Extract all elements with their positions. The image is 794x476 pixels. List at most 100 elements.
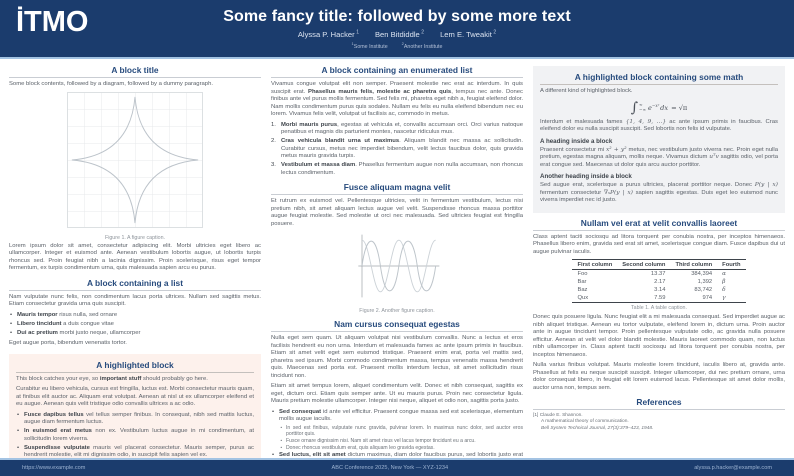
paragraph: Some block contents, followed by a diagr… <box>9 81 213 87</box>
title-rule <box>271 77 523 78</box>
highlighted-block: A highlighted block This block catches y… <box>9 353 261 459</box>
header: İTMO Some fancy title: followed by some … <box>0 0 794 57</box>
institute: 1Some Institute <box>351 41 388 50</box>
column-header: Third column <box>670 259 718 270</box>
institutes-line: 1Some Institute 2Another Institute <box>223 41 571 50</box>
footer-conference: ABC Conference 2025, New York — XYZ-1234 <box>331 465 449 471</box>
footer-separator <box>0 458 794 460</box>
list-item: Sed consequat id ante vel efficitur. Pra… <box>271 409 523 451</box>
author: Alyssa P. Hacker 1 <box>297 29 359 39</box>
author: Lem E. Tweakit 2 <box>440 29 497 39</box>
column-2: A block containing an enumerated list Vi… <box>271 60 523 458</box>
block-table: Nullam vel erat at velit convallis laore… <box>533 218 785 393</box>
nested-bullet-list: In sed est finibus, vulputate nunc gravi… <box>279 425 524 451</box>
bullet-list: Mauris tempor risus nulla, sed ornare Li… <box>9 312 261 338</box>
paragraph: This block catches your eye, so importan… <box>16 375 208 382</box>
reference-entry: [1] Claude E. Shannon. A mathematical th… <box>533 413 785 432</box>
column-header: First column <box>572 259 618 270</box>
equation-result: = √π <box>671 103 688 112</box>
title-rule <box>540 84 778 85</box>
paragraph: Donec quis posuere ligula. Nunc feugiat … <box>533 314 785 358</box>
table-header-row: First column Second column Third column … <box>572 259 746 270</box>
poster-title: Some fancy title: followed by some more … <box>223 8 571 26</box>
integral-limits: ∞ −∞ <box>639 101 647 112</box>
integrand: e−x² dx <box>648 102 669 113</box>
list-item: Suspendisse vulputate mauris vel placera… <box>16 445 254 459</box>
institute: 2Another Institute <box>401 41 443 50</box>
itmo-logo: İTMO <box>16 6 89 38</box>
block-enumerated-list: A block containing an enumerated list Vi… <box>271 65 523 177</box>
block-a-block-title: A block title Some block contents, follo… <box>9 65 261 273</box>
block-heading: A heading inside a block <box>540 137 613 145</box>
column-header: Second column <box>617 259 671 270</box>
reference-label: [1] <box>533 413 539 418</box>
block-title: References <box>636 397 682 407</box>
display-equation: ∫ ∞ −∞ e−x² dx = √π <box>540 101 778 115</box>
footer-email: alyssa.p.hacker@example.com <box>694 465 772 471</box>
data-table: First column Second column Third column … <box>572 259 746 303</box>
block-references: References [1] Claude E. Shannon. A math… <box>533 397 785 432</box>
bullet-list: Fusce dapibus tellus vel tellus semper f… <box>16 412 254 459</box>
paragraph: Nam vulputate nunc felis, non condimentu… <box>9 293 261 308</box>
table-row: Qux 7.59 974 γ <box>572 294 746 303</box>
enumerated-list: Morbi mauris purus, egestas at vehicula … <box>271 122 523 178</box>
paragraph: Vivamus congue volutpat elit non semper.… <box>271 81 523 117</box>
integral-sign: ∫ <box>630 99 639 116</box>
header-center: Some fancy title: followed by some more … <box>223 7 571 50</box>
reference-journal: Bell System Technical Journal, 27(3):379… <box>541 425 654 431</box>
highlighted-math-block: A highlighted block containing some math… <box>533 66 785 213</box>
block-nam-cursus: Nam cursus consequat egestas Nulla eget … <box>271 319 523 458</box>
title-rule <box>533 229 785 231</box>
paragraph: Curabitur eu libero vehicula, cursus est… <box>16 386 254 407</box>
paragraph: Et rutrum ex euismod vel. Pellentesque u… <box>271 198 523 227</box>
paragraph: Interdum et malesuada fames {1, 4, 9, …}… <box>540 118 778 133</box>
column-1: A block title Some block contents, follo… <box>9 60 261 458</box>
header-separator <box>0 57 794 59</box>
sine-plot-figure <box>358 234 440 298</box>
paragraph: A different kind of highlighted block. <box>540 88 633 94</box>
reference-title: A mathematical theory of communication. <box>541 419 629 425</box>
block-title: Fusce aliquam magna velit <box>343 182 451 192</box>
list-item: Sed luctus, elit sit amet dictum maximus… <box>271 452 523 458</box>
block-containing-a-list: A block containing a list Nam vulputate … <box>9 278 261 348</box>
list-item: Fusce dapibus tellus vel tellus semper f… <box>16 412 254 427</box>
block-title: A highlighted block containing some math <box>574 72 744 82</box>
column-header: Fourth <box>717 259 746 270</box>
title-rule <box>533 409 785 410</box>
title-rule <box>9 77 261 78</box>
list-item: In euismod erat metus non ex. Vestibulum… <box>16 428 254 443</box>
figure-caption: Figure 1. A figure caption. <box>104 234 166 241</box>
block-title: A block containing an enumerated list <box>321 65 473 75</box>
paragraph: Nulla varius finibus volutpat. Mauris mo… <box>533 362 785 391</box>
footer: https://www.example.com ABC Conference 2… <box>0 460 794 476</box>
title-rule <box>9 289 261 291</box>
paragraph: Eget augue porta, bibendum venenatis tor… <box>9 340 127 346</box>
list-item: Libero tincidunt a duis congue vitae <box>9 321 261 329</box>
authors-line: Alyssa P. Hacker 1 Ben Bitdiddle 2 Lem E. … <box>223 29 571 39</box>
title-rule <box>271 194 523 195</box>
title-rule <box>16 371 254 373</box>
figure-2: Figure 2. Another figure caption. <box>271 231 523 314</box>
list-item: Vestibulum et massa diam. Phasellus ferm… <box>271 162 523 176</box>
list-item: Morbi mauris purus, egestas at vehicula … <box>271 121 523 136</box>
block-heading: Another heading inside a block <box>540 173 632 180</box>
reference-authors: Claude E. Shannon. <box>539 413 583 418</box>
block-title: A block title <box>111 65 159 75</box>
author: Ben Bitdiddle 2 <box>374 29 425 39</box>
paragraph: Lorem ipsum dolor sit amet, consectetur … <box>9 242 261 272</box>
block-title: A highlighted block <box>96 359 174 370</box>
paragraph: Class aptent taciti sociosqu ad litora t… <box>533 233 785 255</box>
table-row: Foo 13.37 384,394 α <box>577 271 727 277</box>
footer-url: https://www.example.com <box>22 465 86 471</box>
sub-list-item: Donec rhoncus vestibulum erat, quis aliq… <box>279 445 523 451</box>
column-3: A highlighted block containing some math… <box>533 60 785 458</box>
sub-list-item: In sed est finibus, vulputate nunc gravi… <box>279 425 524 438</box>
figure-1: Figure 1. A figure caption. <box>9 91 261 241</box>
paragraph: Praesent consectetur mi x² + y² metus, n… <box>540 146 778 168</box>
block-title: Nullam vel erat at velit convallis laore… <box>580 217 738 228</box>
block-title: Nam cursus consequat egestas <box>334 319 460 329</box>
star-plot-figure <box>67 91 203 228</box>
paragraph: Sed augue erat, scelerisque a purus ultr… <box>540 182 778 203</box>
figure-caption: Figure 2. Another figure caption. <box>359 308 435 314</box>
